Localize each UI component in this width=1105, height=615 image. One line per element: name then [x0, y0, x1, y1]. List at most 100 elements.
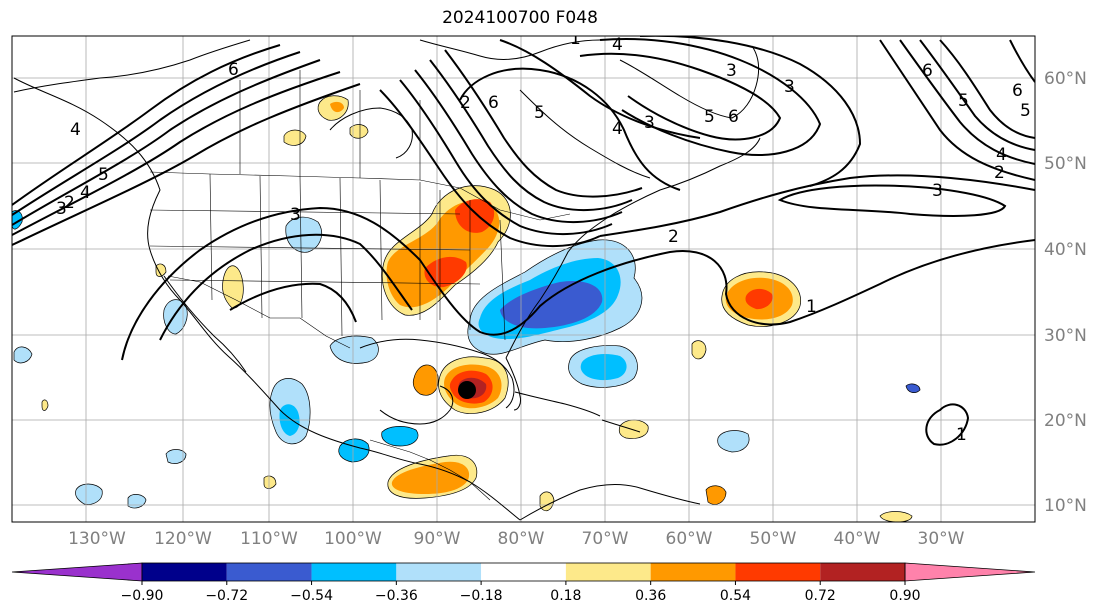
- contour-label: 1: [570, 29, 581, 49]
- coastline-florida: [505, 357, 521, 411]
- contour-greenland-c: [640, 36, 862, 187]
- contour-east-c: [919, 39, 1035, 151]
- colorbar-bin: [311, 563, 397, 581]
- positive-anomaly-atlantic-core: [745, 288, 773, 310]
- lat-label: 50°N: [1044, 154, 1087, 174]
- contour-trough-c: [414, 69, 623, 223]
- colorbar-bin: [142, 563, 227, 581]
- contour-label: 3: [290, 205, 301, 225]
- coastline-yucatan: [379, 385, 454, 425]
- coastline-gulf: [359, 338, 515, 409]
- contour-subtropic-1: [121, 206, 1035, 361]
- coastline-south-america: [519, 483, 701, 521]
- longitude-labels: 130°W 120°W 110°W 100°W 90°W 80°W 70°W 6…: [68, 529, 965, 549]
- contour-trough-d: [429, 59, 633, 211]
- coastline-arctic: [419, 39, 601, 60]
- positive-anomaly-rockies: [222, 265, 244, 309]
- negative-anomaly-caribbean-core: [580, 354, 627, 381]
- lon-label: 110°W: [240, 529, 298, 549]
- lon-label: 80°W: [498, 529, 545, 549]
- colorbar-tick-label: −0.54: [290, 588, 333, 604]
- coastline-greenland: [619, 45, 760, 119]
- contour-subtropic-2: [159, 233, 413, 341]
- negative-anomaly-east-core: [500, 280, 603, 329]
- border-us-mexico: [167, 275, 351, 349]
- contour-upper-a: [459, 67, 681, 191]
- positive-anomaly-pacific-small: [41, 399, 49, 411]
- negative-anomaly-pacific-mexico: [338, 438, 370, 463]
- contour-label: 5: [1020, 101, 1031, 121]
- positive-anomaly-california: [155, 263, 167, 277]
- negative-anomaly-pacific-south: [75, 483, 103, 505]
- positive-anomaly-venezuela: [705, 485, 727, 505]
- colorbar-tick-label: 0.36: [635, 588, 666, 604]
- contour-label: 4: [612, 119, 623, 139]
- contour-label: 3: [56, 199, 67, 219]
- state-lines-west: [209, 173, 421, 337]
- lon-label: 70°W: [582, 529, 629, 549]
- lon-label: 130°W: [68, 529, 126, 549]
- contour-pacific-c: [12, 59, 321, 226]
- negative-anomaly-pacific-mid: [127, 494, 147, 509]
- contour-label: 2: [64, 193, 75, 213]
- contour-label: 3: [784, 77, 795, 97]
- colorbar-tick-label: 0.54: [720, 588, 751, 604]
- contour-label: 5: [98, 165, 109, 185]
- coastline-alaska: [13, 39, 251, 93]
- border-central-america: [369, 439, 491, 501]
- contour-pacific-a: [12, 44, 281, 206]
- map-title: 2024100700 F048: [442, 8, 598, 28]
- colorbar-extend-high: [904, 562, 1036, 582]
- contour-atlantic-3: [777, 184, 1007, 217]
- contour-label: 6: [728, 107, 739, 127]
- positive-anomaly-canada-west: [283, 129, 307, 146]
- lon-label: 120°W: [154, 529, 212, 549]
- lat-label: 60°N: [1044, 69, 1087, 89]
- negative-anomaly-atlantic-small: [905, 383, 921, 393]
- height-contours: [12, 36, 1035, 446]
- contour-loop-1: [925, 403, 970, 446]
- colorbar-bin: [481, 563, 566, 581]
- contour-pacific-b: [12, 51, 301, 216]
- lat-label: 40°N: [1044, 240, 1087, 260]
- lon-label: 40°W: [834, 529, 881, 549]
- contour-trough-e: [444, 49, 643, 198]
- positive-anomaly-colombia: [539, 491, 555, 512]
- coastline-cuba: [514, 391, 601, 417]
- contour-label: 4: [996, 145, 1007, 165]
- colorbar-bin: [820, 563, 905, 581]
- colorbar-bin: [396, 563, 482, 581]
- contour-label: 1: [956, 425, 967, 445]
- positive-anomaly-yucatan-west: [412, 364, 439, 396]
- contour-upper-b: [499, 39, 701, 139]
- lon-label: 60°W: [666, 529, 713, 549]
- contour-east-d: [939, 39, 1035, 139]
- positive-anomaly-lesser-antilles: [691, 340, 707, 360]
- positive-anomaly-pacific-coast: [263, 475, 277, 489]
- colorbar-outline: [141, 562, 906, 582]
- lon-label: 50°W: [750, 529, 797, 549]
- colorbar-tick-label: −0.90: [121, 588, 164, 604]
- contour-label: 3: [644, 113, 655, 133]
- map-border: [11, 35, 1036, 523]
- contour-label: 4: [70, 120, 81, 140]
- border-canada-provinces: [239, 70, 421, 180]
- contour-label: 6: [922, 61, 933, 81]
- positive-anomaly-hudson-core: [330, 101, 344, 113]
- contour-label: 6: [488, 93, 499, 113]
- contour-label: 5: [958, 91, 969, 111]
- colorbar-bin: [226, 563, 312, 581]
- negative-anomaly-honduras: [381, 426, 419, 447]
- contour-east-e: [1009, 39, 1035, 83]
- contour-pacific-d: [12, 71, 341, 236]
- positive-anomaly-ohio-core: [424, 256, 467, 288]
- contour-pacific-e: [12, 83, 361, 246]
- colorbar-tick-label: 0.18: [550, 588, 581, 604]
- positive-anomaly-dominican: [618, 419, 649, 439]
- contour-east-b: [899, 39, 1035, 165]
- colorbar-tick-label: 0.72: [805, 588, 836, 604]
- contour-subtropic-3: [229, 282, 357, 323]
- contour-east-a: [879, 39, 1035, 181]
- lat-label: 10°N: [1044, 496, 1087, 516]
